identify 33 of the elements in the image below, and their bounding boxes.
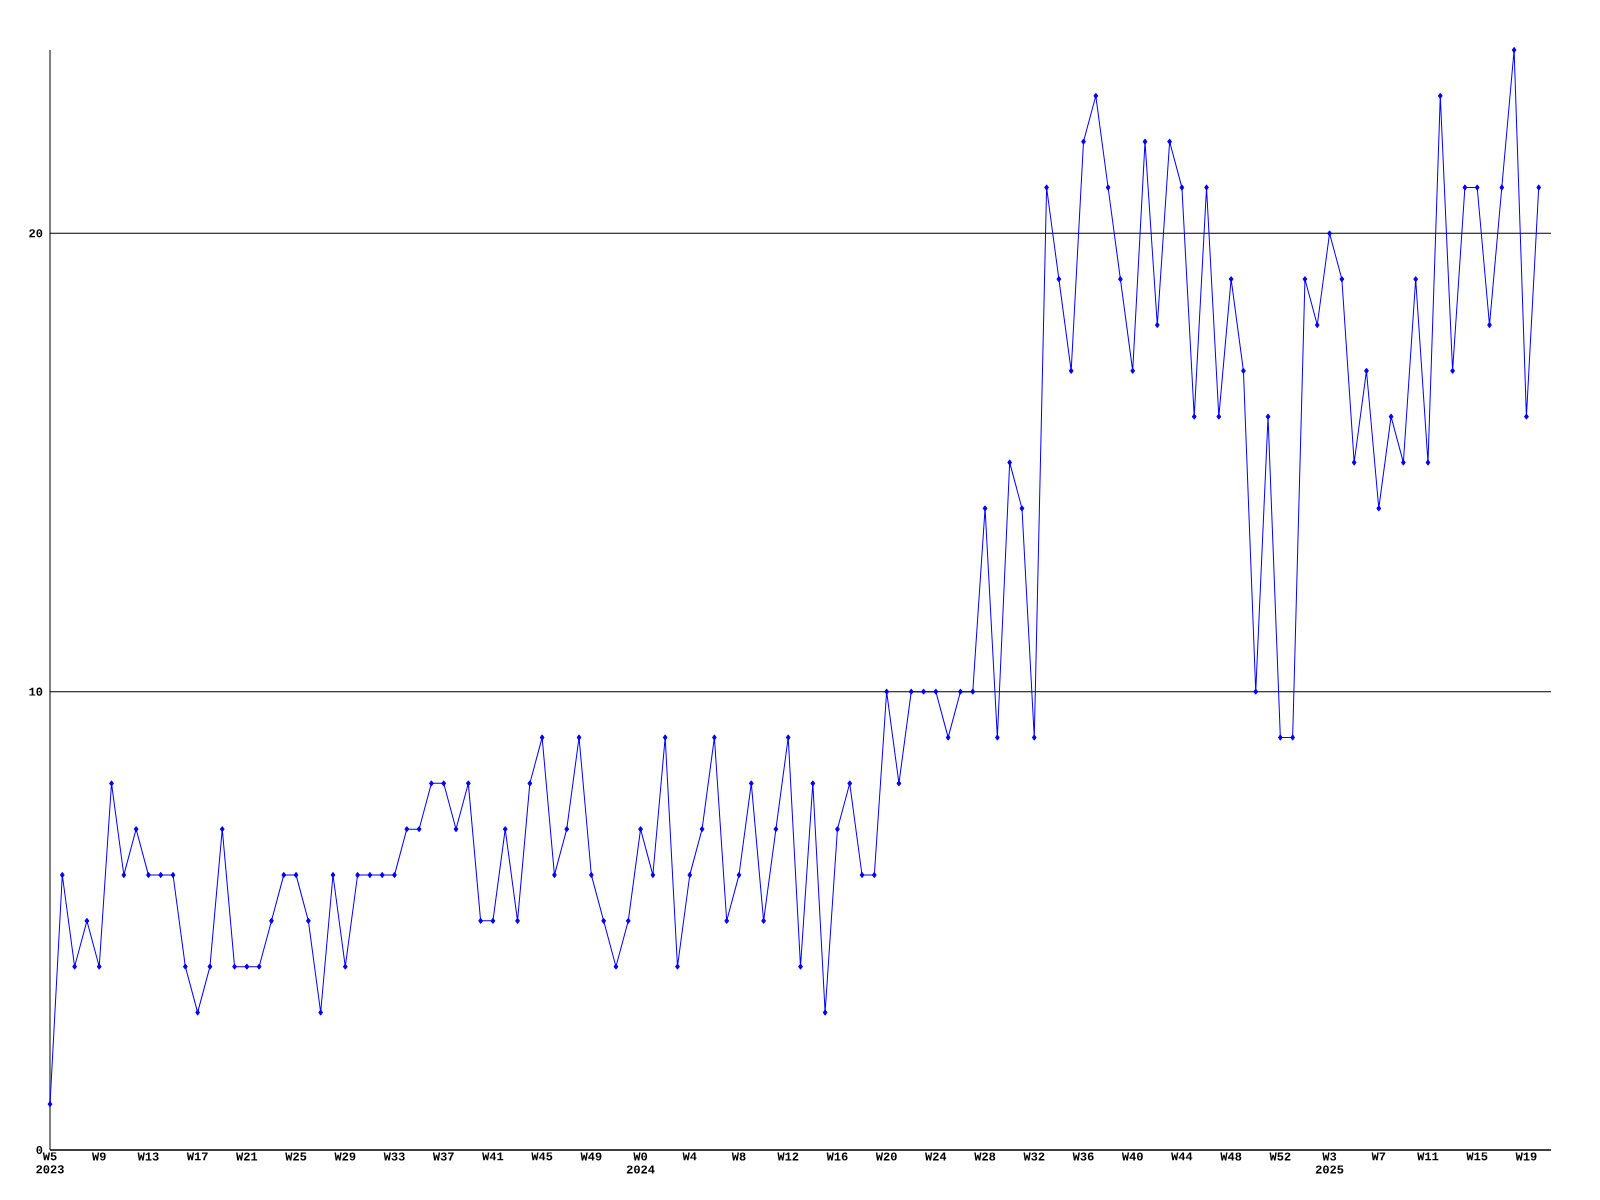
x-tick-label: W29 — [334, 1152, 356, 1161]
y-tick-label: 20 — [29, 229, 43, 238]
x-tick-label: W45 — [531, 1152, 553, 1161]
x-tick-label: W11 — [1417, 1152, 1439, 1161]
x-tick-label: W0 2024 — [626, 1152, 655, 1174]
x-tick-label: W4 — [682, 1152, 697, 1161]
x-tick-label: W3 2025 — [1315, 1152, 1344, 1174]
x-tick-label: W32 — [1023, 1152, 1045, 1161]
x-tick-label: W36 — [1072, 1152, 1094, 1161]
y-tick-label: 10 — [29, 687, 43, 696]
x-tick-label: W41 — [482, 1152, 504, 1161]
x-tick-label: W44 — [1171, 1152, 1193, 1161]
x-tick-label: W48 — [1220, 1152, 1242, 1161]
x-tick-label: W15 — [1466, 1152, 1488, 1161]
x-tick-label: W13 — [137, 1152, 159, 1161]
x-tick-label: W33 — [383, 1152, 405, 1161]
x-tick-label: W17 — [186, 1152, 208, 1161]
x-tick-label: W24 — [925, 1152, 947, 1161]
x-tick-label: W9 — [92, 1152, 106, 1161]
x-tick-label: W49 — [580, 1152, 602, 1161]
x-tick-label: W28 — [974, 1152, 996, 1161]
y-tick-label: 0 — [36, 1145, 43, 1155]
x-tick-label: W37 — [432, 1152, 454, 1161]
x-tick-label: W16 — [826, 1152, 848, 1161]
x-tick-label: W12 — [777, 1152, 799, 1161]
x-tick-label: W7 — [1371, 1152, 1386, 1161]
x-tick-label: W25 — [285, 1152, 307, 1161]
x-tick-label: W20 — [875, 1152, 897, 1161]
x-tick-label: W19 — [1515, 1152, 1537, 1161]
x-tick-label: W52 — [1269, 1152, 1291, 1161]
x-tick-label: W40 — [1121, 1152, 1143, 1161]
x-tick-label: W8 — [731, 1152, 746, 1161]
x-tick-label: W21 — [236, 1152, 258, 1161]
